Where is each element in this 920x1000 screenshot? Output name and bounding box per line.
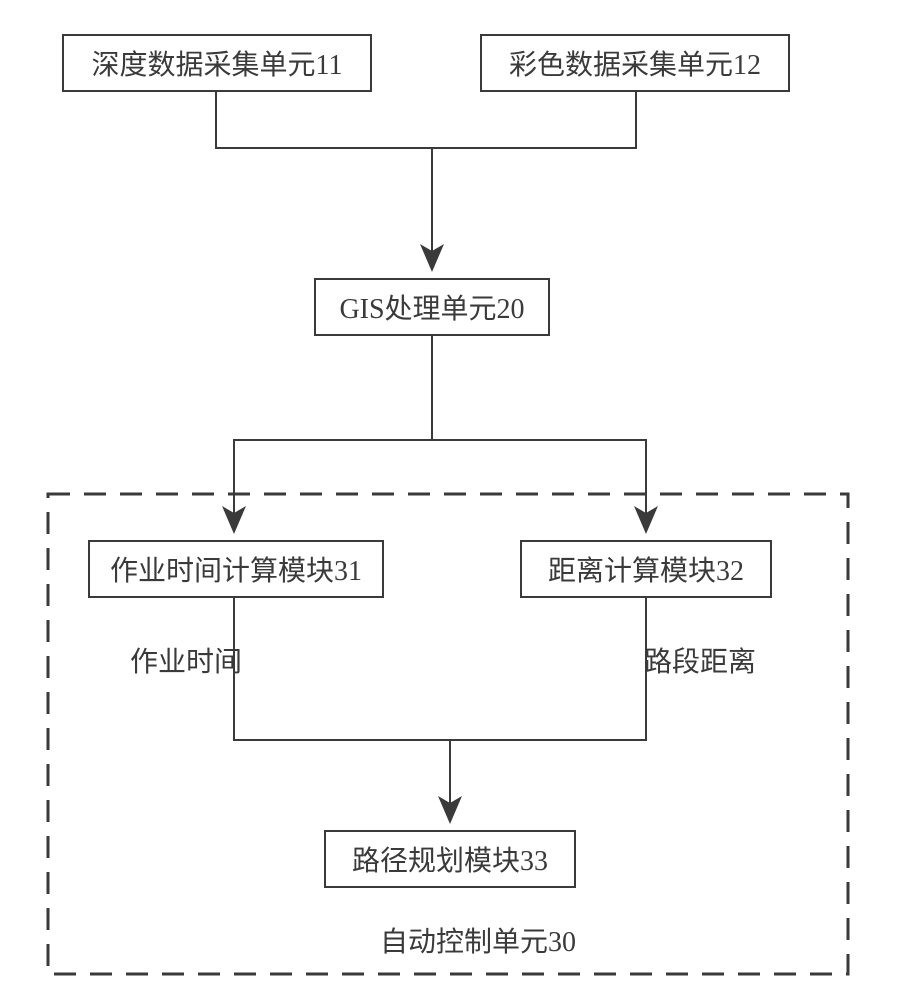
dashed-container-label: 自动控制单元30 bbox=[380, 920, 576, 960]
edge-3 bbox=[432, 440, 646, 530]
free-label-1: 路段距离 bbox=[644, 640, 756, 680]
edge-5 bbox=[450, 598, 646, 740]
node-n31: 作业时间计算模块31 bbox=[88, 540, 384, 598]
edge-0 bbox=[216, 92, 432, 268]
node-n11: 深度数据采集单元11 bbox=[62, 34, 372, 92]
node-n32: 距离计算模块32 bbox=[520, 540, 772, 598]
node-n20: GIS处理单元20 bbox=[314, 278, 550, 336]
edge-2 bbox=[234, 336, 432, 530]
edge-1 bbox=[432, 92, 636, 148]
free-label-0: 作业时间 bbox=[130, 640, 242, 680]
node-n33: 路径规划模块33 bbox=[324, 830, 576, 888]
node-n12: 彩色数据采集单元12 bbox=[480, 34, 790, 92]
edge-4 bbox=[234, 598, 450, 820]
